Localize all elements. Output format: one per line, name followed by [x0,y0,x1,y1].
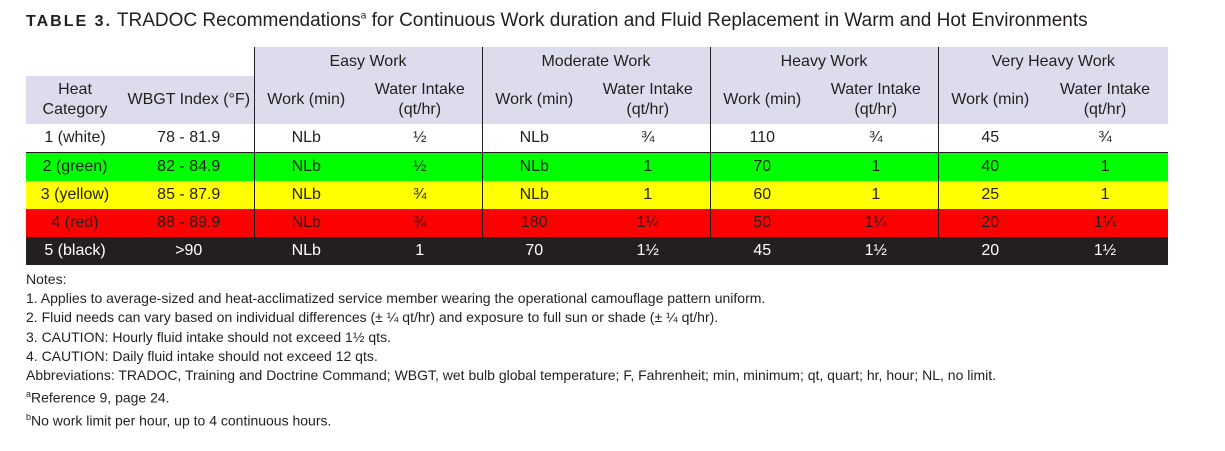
cell-easy-water: ¾ [413,214,427,231]
cell-heat-category: 2 (green) [42,158,108,175]
header-wbgt-index: WBGT Index (°F) [124,76,254,124]
cell-heavy-work: 45 [709,237,815,265]
cell-easy-work: NLb [253,181,358,209]
cell-very-heavy-water: 1 [1100,158,1110,175]
cell-very-heavy-work: 20 [937,209,1043,237]
cell-easy-work: NLb [253,124,358,153]
cell-moderate-work: NLb [481,124,586,153]
cell-moderate-work: 180 [481,209,586,237]
group-header-blank [26,47,254,76]
cell-moderate-work: 70 [481,237,586,265]
cell-heavy-work: 60 [709,181,815,209]
cell-wbgt-index: 78 - 81.9 [157,129,221,146]
cell-moderate-water: ¾ [641,129,655,146]
cell-heavy-water: 1½ [864,242,887,259]
note-1: 1. Applies to average-sized and heat-acc… [26,290,766,307]
header-easy-work-min: Work (min) [253,76,358,124]
cell-easy-work: NLb [253,152,358,181]
title-superscript: a [360,10,367,22]
cell-heat-category: 1 (white) [44,129,106,146]
cell-easy-work: NLb [253,237,358,265]
table-row: 5 (black) >90 NLb 1 70 1½ 45 1½ 20 1½ [26,237,1169,265]
cell-very-heavy-work: 45 [937,124,1043,153]
group-header-very-heavy: Very Heavy Work [937,47,1169,76]
group-header-row: Easy Work Moderate Work Heavy Work Very … [26,47,1169,76]
note-3: 3. CAUTION: Hourly fluid intake should n… [26,328,391,345]
footnote-a-text: Reference 9, page 24. [31,389,170,406]
cell-easy-water: ½ [413,129,427,146]
notes-heading: Notes: [26,271,67,287]
header-very-heavy-work-min: Work (min) [937,76,1043,124]
cell-heavy-work: 70 [709,152,815,181]
table-row: 2 (green) 82 - 84.9 NLb ½ NLb 1 70 1 40 1 [26,152,1169,181]
table-row: 1 (white) 78 - 81.9 NLb ½ NLb ¾ 110 ¾ 45 ¾ [26,124,1169,153]
cell-wbgt-index: >90 [175,242,203,259]
header-moderate-water-intake: Water Intake (qt/hr) [586,76,711,124]
header-very-heavy-water-intake: Water Intake (qt/hr) [1042,76,1169,124]
title-text-rest: for Continuous Work duration and Fluid R… [366,10,1088,31]
header-easy-water-intake: Water Intake (qt/hr) [358,76,482,124]
cell-heat-category: 5 (black) [44,242,106,259]
cell-very-heavy-work: 20 [937,237,1043,265]
cell-moderate-water: 1½ [636,242,659,259]
footnote-b: bNo work limit per hour, up to 4 continu… [26,408,996,431]
footnote-a-marker: a [26,389,32,400]
cell-wbgt-index: 82 - 84.9 [157,158,221,175]
cell-easy-water: ½ [413,158,427,175]
group-header-heavy: Heavy Work [709,47,939,76]
cell-very-heavy-water: 1½ [1093,242,1117,259]
cell-wbgt-index: 88 - 89.9 [157,214,221,231]
cell-heavy-work: 110 [709,124,815,153]
group-header-moderate: Moderate Work [481,47,711,76]
header-heavy-water-intake: Water Intake (qt/hr) [814,76,939,124]
footnote-b-marker: b [26,412,32,423]
table-number: TABLE 3. [26,13,112,30]
cell-moderate-water: 1 [643,158,653,175]
note-4: 4. CAUTION: Daily fluid intake should no… [26,347,378,364]
cell-moderate-work: NLb [481,181,586,209]
cell-very-heavy-water: 1¼ [1093,214,1117,231]
cell-moderate-water: 1¼ [636,214,659,231]
cell-heavy-work: 50 [709,209,815,237]
column-header-row: Heat Category WBGT Index (°F) Work (min)… [26,76,1169,124]
table-row: 3 (yellow) 85 - 87.9 NLb ¾ NLb 1 60 1 25 1 [26,181,1169,209]
table-body: 1 (white) 78 - 81.9 NLb ½ NLb ¾ 110 ¾ 45 ¾ 2 (gree… [26,124,1169,265]
footnote-b-text: No work limit per hour, up to 4 continuo… [31,412,332,429]
cell-moderate-work: NLb [481,152,586,181]
header-moderate-work-min: Work (min) [481,76,586,124]
cell-easy-water: 1 [415,242,425,259]
footnote-a: aReference 9, page 24. [26,385,996,408]
cell-heavy-water: 1¼ [864,214,887,231]
cell-easy-work: NLb [253,209,358,237]
note-2: 2. Fluid needs can vary based on individ… [26,309,719,326]
group-header-easy: Easy Work [253,47,482,76]
title-text: TRADOC Recommendations [116,10,361,31]
cell-easy-water: ¾ [413,186,427,203]
cell-very-heavy-water: ¾ [1098,129,1112,146]
cell-heavy-water: ¾ [869,129,883,146]
table-title: TABLE 3. TRADOC Recommendationsa for Con… [26,10,1088,32]
cell-very-heavy-work: 40 [937,152,1043,181]
header-heavy-work-min: Work (min) [709,76,815,124]
cell-heavy-water: 1 [871,158,881,175]
cell-wbgt-index: 85 - 87.9 [157,186,221,203]
cell-heat-category: 3 (yellow) [40,186,110,203]
cell-very-heavy-work: 25 [937,181,1043,209]
cell-very-heavy-water: 1 [1100,186,1110,203]
abbreviations: Abbreviations: TRADOC, Training and Doct… [26,367,997,384]
header-heat-category: Heat Category [26,76,124,124]
table-notes: Notes: 1. Applies to average-sized and h… [26,270,996,431]
table-row: 4 (red) 88 - 89.9 NLb ¾ 180 1¼ 50 1¼ 20 1¼ [26,209,1169,237]
cell-heavy-water: 1 [871,186,881,203]
fluid-replacement-table: Easy Work Moderate Work Heavy Work Very … [26,47,1169,265]
cell-heat-category: 4 (red) [51,214,99,231]
cell-moderate-water: 1 [643,186,653,203]
